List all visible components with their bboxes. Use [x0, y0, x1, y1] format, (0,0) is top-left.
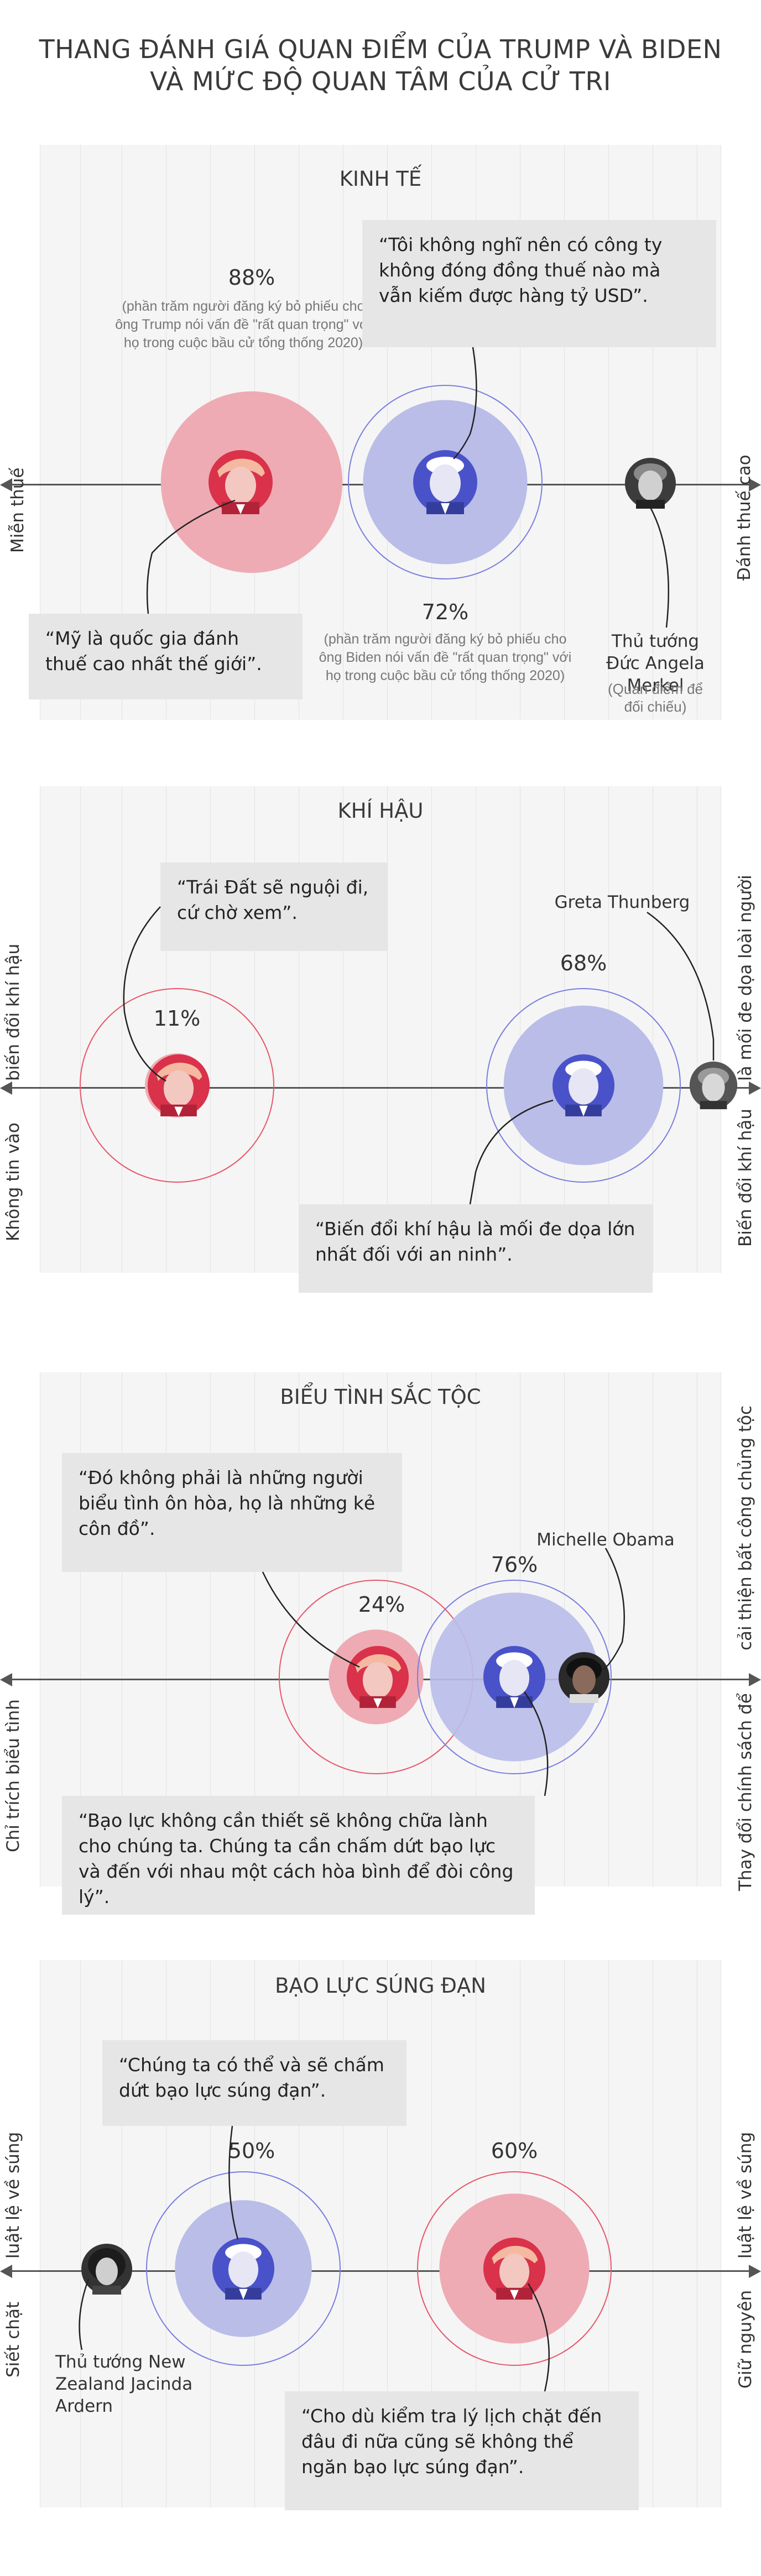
arrow-left-icon [0, 1081, 12, 1095]
gridline [387, 1372, 388, 1887]
biden-pct-race: 76% [491, 1553, 538, 1577]
arrow-right-icon [749, 1081, 761, 1095]
biden-pct-guns: 50% [228, 2139, 275, 2163]
trump-portrait-icon [209, 450, 273, 514]
biden-outer-ring-economy [348, 385, 543, 579]
trump-portrait-icon [483, 2237, 546, 2300]
gridline [431, 786, 432, 1273]
trump-outer-ring-climate [80, 988, 274, 1183]
reference-name-race: Michelle Obama [536, 1530, 675, 1550]
arrow-left-icon [0, 478, 12, 492]
gridline [80, 1372, 81, 1887]
arrow-left-icon [0, 1673, 12, 1686]
arrow-left-icon [0, 2265, 12, 2278]
gridline [254, 1372, 255, 1887]
gridline [210, 1372, 211, 1887]
biden-portrait-icon [212, 2237, 275, 2300]
section-title-guns: BẠO LỰC SÚNG ĐẠN [275, 1974, 486, 1998]
page-title-line-2: VÀ MỨC ĐỘ QUAN TÂM CỦA CỬ TRI [150, 66, 611, 96]
trump-quote-guns: “Cho dù kiểm tra lý lịch chặt đến đâu đi… [285, 2391, 639, 2510]
trump-portrait-icon [147, 1054, 210, 1117]
reference-name-guns: Thủ tướng New Zealand Jacinda Ardern [55, 2352, 193, 2416]
gridline [564, 145, 565, 720]
axis-guns [6, 2270, 755, 2272]
gridline [80, 145, 81, 720]
thunberg-portrait-icon [689, 1061, 738, 1110]
trump-pct-race: 24% [358, 1592, 405, 1617]
trump-portrait-icon [346, 1645, 409, 1708]
arrow-right-icon [749, 2265, 761, 2278]
trump-quote-race: “Đó không phải là những người biểu tình … [62, 1453, 402, 1572]
page-title-line-1: THANG ĐÁNH GIÁ QUAN ĐIỂM CỦA TRUMP VÀ BI… [39, 34, 722, 64]
trump-pct-economy: 88% [228, 265, 275, 290]
section-title-economy: KINH TẾ [339, 167, 422, 191]
reference-name-economy: Thủ tướng Đức Angela Merkel [606, 631, 705, 696]
reference-sub-economy: (Quan điểm để đối chiếu) [608, 681, 703, 715]
arrow-right-icon [749, 478, 761, 492]
biden-quote-race: “Bạo lực không cần thiết sẽ không chữa l… [62, 1796, 535, 1915]
trump-quote-climate: “Trái Đất sẽ nguội đi, cứ chờ xem”. [160, 863, 387, 951]
gridline [80, 1960, 81, 2507]
gridline [431, 1960, 432, 2507]
biden-pct-climate: 68% [560, 951, 607, 975]
gridline [387, 1960, 388, 2507]
trump-pct-guns: 60% [491, 2139, 538, 2163]
gridline [608, 145, 609, 720]
biden-portrait-icon [413, 450, 477, 514]
biden-outer-ring-climate [486, 988, 681, 1183]
section-title-race: BIỂU TÌNH SẮC TỘC [280, 1385, 481, 1409]
arrow-right-icon [749, 1673, 761, 1686]
ardern-portrait-icon [81, 2244, 132, 2295]
obama-portrait-icon [559, 1652, 609, 1703]
axis-climate [6, 1087, 755, 1089]
biden-quote-climate: “Biến đổi khí hậu là mối đe dọa lớn nhất… [299, 1204, 653, 1293]
section-title-climate: KHÍ HẬU [337, 799, 424, 823]
biden-outer-ring-race [417, 1580, 612, 1774]
gridline [254, 786, 255, 1273]
gridline [210, 786, 211, 1273]
merkel-portrait-icon [625, 458, 676, 509]
trump-quote-economy: “Mỹ là quốc gia đánh thuế cao nhất thế g… [29, 614, 303, 699]
biden-quote-economy: “Tôi không nghĩ nên có công ty không đón… [362, 220, 716, 347]
biden-quote-guns: “Chúng ta có thể và sẽ chấm dứt bạo lực … [102, 2040, 406, 2126]
trump-note-economy: (phần trăm người đăng ký bỏ phiếu cho ôn… [115, 299, 372, 351]
trump-outer-ring-guns [417, 2171, 612, 2366]
biden-note-economy: (phần trăm người đăng ký bỏ phiếu cho ôn… [319, 631, 572, 683]
biden-outer-ring-guns [146, 2171, 341, 2366]
gridline [608, 1960, 609, 2507]
gridline [387, 786, 388, 1273]
biden-portrait-icon [552, 1054, 615, 1117]
reference-name-climate: Greta Thunberg [554, 892, 690, 912]
gridline [80, 786, 81, 1273]
biden-pct-economy: 72% [421, 600, 469, 624]
gridline [431, 1372, 432, 1887]
